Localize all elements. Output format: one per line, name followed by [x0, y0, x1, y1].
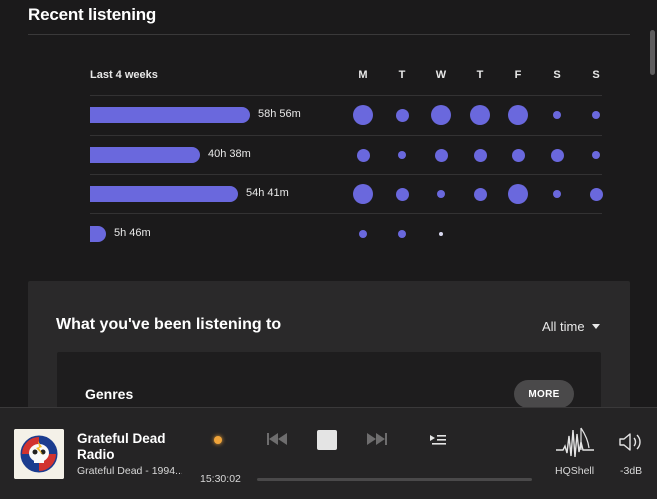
week-duration-label: 40h 38m	[208, 148, 251, 160]
genres-card: Genres MORE	[57, 352, 601, 407]
player-bar: Grateful Dead Radio Grateful Dead - 1994…	[0, 407, 657, 499]
week-duration-label: 58h 56m	[258, 108, 301, 120]
panel-title: What you've been listening to	[56, 316, 282, 333]
waveform-icon[interactable]	[555, 426, 595, 458]
previous-track-icon[interactable]	[266, 431, 288, 447]
title-divider	[28, 34, 630, 35]
chevron-down-icon	[591, 324, 600, 329]
row-divider	[90, 135, 602, 136]
day-activity-dot	[473, 187, 487, 201]
day-activity-dot	[437, 190, 445, 198]
day-activity-dot	[356, 148, 370, 162]
day-label: S	[553, 69, 561, 81]
row-divider	[90, 174, 602, 175]
main-content: Recent listening Last 4 weeks M T W T F S S 58…	[28, 5, 655, 407]
day-activity-dot	[398, 230, 406, 238]
day-activity-dot	[353, 105, 373, 125]
next-track-icon[interactable]	[366, 431, 388, 447]
track-title[interactable]: Grateful Dead Radio	[77, 431, 166, 462]
day-label: F	[514, 69, 522, 81]
time-range-select[interactable]: All time	[542, 319, 600, 334]
day-label: T	[398, 69, 406, 81]
volume-label[interactable]: -3dB	[620, 465, 643, 477]
period-label: Last 4 weeks	[90, 69, 158, 81]
day-activity-dot	[553, 111, 561, 119]
row-divider	[90, 213, 602, 214]
queue-icon[interactable]	[429, 433, 447, 447]
live-indicator-icon	[214, 436, 222, 444]
day-activity-dot	[508, 105, 528, 125]
day-activity-dot	[398, 151, 406, 159]
day-activity-dot	[359, 230, 367, 238]
output-device-label[interactable]: HQShell	[555, 465, 595, 477]
day-label: T	[476, 69, 484, 81]
row-divider	[90, 95, 602, 96]
day-activity-dot	[550, 148, 564, 162]
progress-bar[interactable]	[257, 478, 532, 481]
day-activity-dot	[508, 184, 528, 204]
skull-logo-icon	[14, 429, 64, 479]
week-duration-bar	[90, 147, 200, 163]
track-subtitle[interactable]: Grateful Dead - 1994...	[77, 465, 182, 477]
stop-button[interactable]	[317, 430, 337, 450]
genres-title: Genres	[85, 386, 134, 402]
listening-panel: What you've been listening to All time G…	[28, 281, 630, 407]
day-label: M	[358, 69, 368, 81]
day-activity-dot	[511, 148, 525, 162]
day-activity-dot	[470, 105, 490, 125]
day-label: S	[592, 69, 600, 81]
more-button[interactable]: MORE	[514, 380, 574, 407]
elapsed-time: 15:30:02	[200, 473, 241, 485]
day-activity-dot	[589, 187, 603, 201]
week-duration-bar	[90, 107, 250, 123]
week-duration-bar	[90, 186, 238, 202]
album-art[interactable]	[14, 429, 64, 479]
week-duration-label: 54h 41m	[246, 187, 289, 199]
week-duration-label: 5h 46m	[114, 227, 151, 239]
day-activity-dot	[434, 148, 448, 162]
day-activity-dot	[553, 190, 561, 198]
time-range-value: All time	[542, 319, 585, 334]
day-activity-dot	[439, 232, 443, 236]
week-duration-bar	[90, 226, 106, 242]
day-label: W	[435, 69, 447, 81]
day-activity-dot	[473, 148, 487, 162]
day-activity-dot	[395, 187, 409, 201]
volume-icon[interactable]	[618, 432, 644, 452]
day-activity-dot	[592, 111, 600, 119]
day-activity-dot	[353, 184, 373, 204]
day-activity-dot	[395, 108, 409, 122]
section-title: Recent listening	[28, 5, 157, 24]
day-activity-dot	[592, 151, 600, 159]
day-activity-dot	[431, 105, 451, 125]
scrollbar[interactable]	[650, 30, 655, 75]
